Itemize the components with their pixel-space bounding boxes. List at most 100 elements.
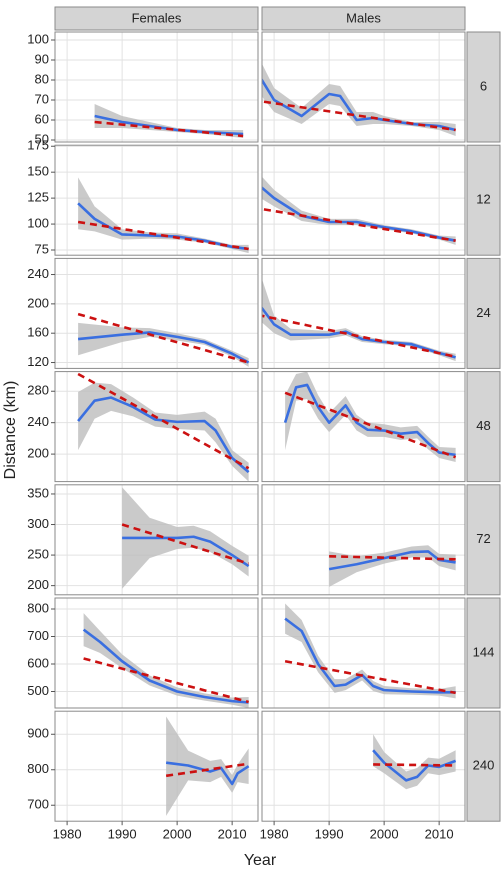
panel-background <box>262 145 465 256</box>
y-tick-label: 280 <box>27 383 49 398</box>
panel-border <box>54 371 259 483</box>
panel <box>55 711 258 822</box>
y-tick-label: 125 <box>27 190 49 205</box>
trend-line <box>94 120 244 138</box>
row-label: 144 <box>473 644 495 659</box>
y-tick-label: 350 <box>27 485 49 500</box>
trend-line <box>284 391 457 459</box>
panel-border <box>54 710 259 822</box>
y-tick-label: 100 <box>27 31 49 46</box>
panel <box>262 598 465 708</box>
x-tick-label: 1990 <box>108 827 137 842</box>
y-tick-label: 90 <box>35 51 49 66</box>
panel <box>262 484 465 595</box>
trend-line <box>77 372 250 470</box>
panel <box>262 711 465 822</box>
y-axis-title: Distance (km) <box>2 381 19 480</box>
y-tick-label: 75 <box>35 241 49 256</box>
panel-background <box>262 484 465 595</box>
row-label: 72 <box>476 531 490 546</box>
y-tick-label: 700 <box>27 628 49 643</box>
panel-border <box>54 597 259 709</box>
smooth-line <box>122 535 250 568</box>
trend-line <box>77 312 250 364</box>
x-tick-label: 2010 <box>425 827 454 842</box>
panel <box>55 598 258 708</box>
y-tick-label: 50 <box>35 131 49 146</box>
y-tick-label: 600 <box>27 655 49 670</box>
panel <box>262 258 465 369</box>
x-axis-title: Year <box>244 852 277 869</box>
panel-border <box>261 31 466 143</box>
trend-line <box>77 220 249 251</box>
panel-border <box>261 257 466 369</box>
x-tick-label: 1980 <box>260 827 289 842</box>
y-tick-label: 160 <box>27 325 49 340</box>
smooth-line <box>77 331 250 364</box>
panel-border <box>261 597 466 709</box>
y-tick-label: 800 <box>27 761 49 776</box>
y-tick-label: 60 <box>35 111 49 126</box>
trend-line <box>373 763 456 767</box>
panel <box>55 32 258 142</box>
row-strip <box>466 484 501 596</box>
y-tick-label: 700 <box>27 797 49 812</box>
confidence-band <box>262 63 456 136</box>
panel-border <box>54 484 259 596</box>
trend-line <box>83 657 249 704</box>
panel <box>55 145 258 256</box>
trend-line <box>165 762 249 778</box>
row-strip <box>466 144 501 256</box>
x-tick-label: 2000 <box>163 827 192 842</box>
x-tick-label: 2000 <box>370 827 399 842</box>
trend-line <box>262 100 456 132</box>
x-tick-label: 1990 <box>315 827 344 842</box>
panel <box>262 32 465 142</box>
confidence-band <box>166 716 249 816</box>
y-tick-label: 200 <box>27 577 49 592</box>
row-strip <box>466 257 501 369</box>
y-tick-label: 240 <box>27 414 49 429</box>
y-tick-label: 175 <box>27 138 49 153</box>
column-strip <box>54 6 259 31</box>
y-tick-label: 800 <box>27 600 49 615</box>
y-tick-label: 200 <box>27 446 49 461</box>
y-tick-label: 300 <box>27 516 49 531</box>
confidence-band <box>373 734 456 790</box>
row-strip <box>466 31 501 143</box>
y-tick-label: 150 <box>27 164 49 179</box>
y-tick-label: 80 <box>35 71 49 86</box>
panel <box>55 371 258 482</box>
panel-border <box>54 257 259 369</box>
smooth-line <box>94 114 244 136</box>
panel <box>55 484 258 595</box>
panel-border <box>261 371 466 483</box>
trend-line <box>284 659 456 695</box>
row-label: 24 <box>476 305 490 320</box>
y-tick-label: 100 <box>27 216 49 231</box>
row-label: 6 <box>480 78 487 93</box>
confidence-band <box>83 613 249 708</box>
y-tick-label: 200 <box>27 295 49 310</box>
panel-border <box>261 710 466 822</box>
panel <box>262 145 465 256</box>
smooth-line <box>165 761 250 786</box>
y-tick-label: 120 <box>27 354 49 369</box>
column-strip <box>261 6 466 31</box>
y-tick-label: 240 <box>27 266 49 281</box>
panel-border <box>261 484 466 596</box>
row-label: 12 <box>476 192 490 207</box>
smooth-line <box>283 383 456 457</box>
confidence-band <box>285 603 456 699</box>
panel-background <box>55 598 258 708</box>
row-strip <box>466 710 501 822</box>
panel <box>262 371 465 482</box>
trend-line <box>121 523 250 565</box>
x-tick-label: 1980 <box>53 827 82 842</box>
smooth-line <box>77 396 250 474</box>
y-tick-label: 500 <box>27 683 49 698</box>
smooth-line <box>372 749 457 782</box>
column-label: Males <box>346 10 381 25</box>
